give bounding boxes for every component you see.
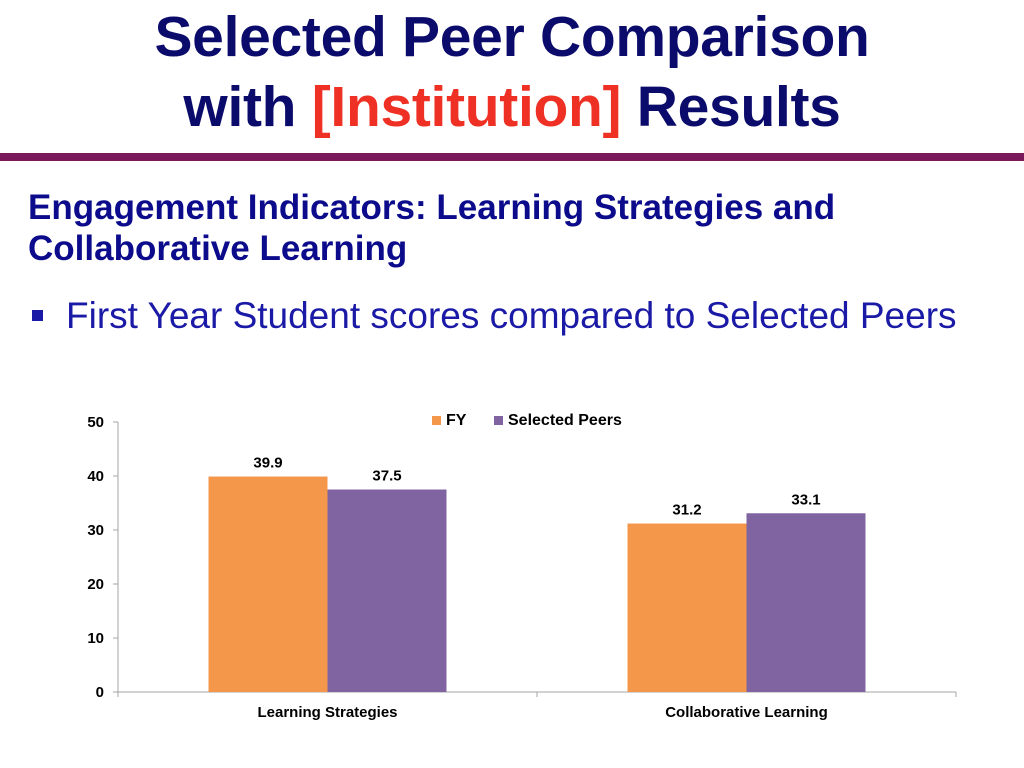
data-label: 37.5	[372, 468, 401, 485]
chart-legend: FY Selected Peers	[432, 412, 622, 429]
y-tick-label: 40	[87, 468, 104, 485]
chart-bars	[208, 476, 866, 692]
y-tick-label: 30	[87, 522, 104, 539]
data-label: 39.9	[253, 455, 282, 472]
bar	[746, 513, 866, 692]
title-suffix: Results	[636, 75, 841, 139]
slide-title: Selected Peer Comparison with [Instituti…	[0, 2, 1024, 142]
section-subheading: Engagement Indicators: Learning Strategi…	[28, 188, 836, 268]
legend-label: Selected Peers	[508, 412, 622, 429]
data-label: 33.1	[791, 491, 820, 508]
x-tick-label: Learning Strategies	[257, 704, 397, 721]
x-tick-label: Collaborative Learning	[665, 704, 828, 721]
bullet-text: First Year Student scores compared to Se…	[66, 295, 957, 336]
slide-title-line1: Selected Peer Comparison	[154, 5, 870, 69]
legend-swatch	[494, 416, 503, 425]
title-divider	[0, 153, 1024, 161]
chart-labels: 39.9 37.5 Learning Strategies 31.2 33.1 Colla…	[253, 455, 827, 721]
y-tick-label: 50	[87, 414, 104, 431]
bar	[627, 523, 747, 692]
square-bullet-icon	[32, 310, 43, 321]
chart-axes: 0 10 20 30 40 50	[87, 414, 957, 701]
y-tick-label: 20	[87, 576, 104, 593]
title-prefix: with	[183, 75, 297, 139]
legend-swatch	[432, 416, 441, 425]
legend-label: FY	[446, 412, 467, 429]
y-tick-label: 10	[87, 630, 104, 647]
bar	[208, 476, 328, 692]
bar	[327, 489, 447, 692]
data-label: 31.2	[672, 502, 701, 519]
slide-title-line2: with [Institution] Results	[0, 72, 1024, 142]
title-institution-placeholder: [Institution]	[311, 75, 622, 139]
y-tick-label: 0	[96, 684, 104, 701]
